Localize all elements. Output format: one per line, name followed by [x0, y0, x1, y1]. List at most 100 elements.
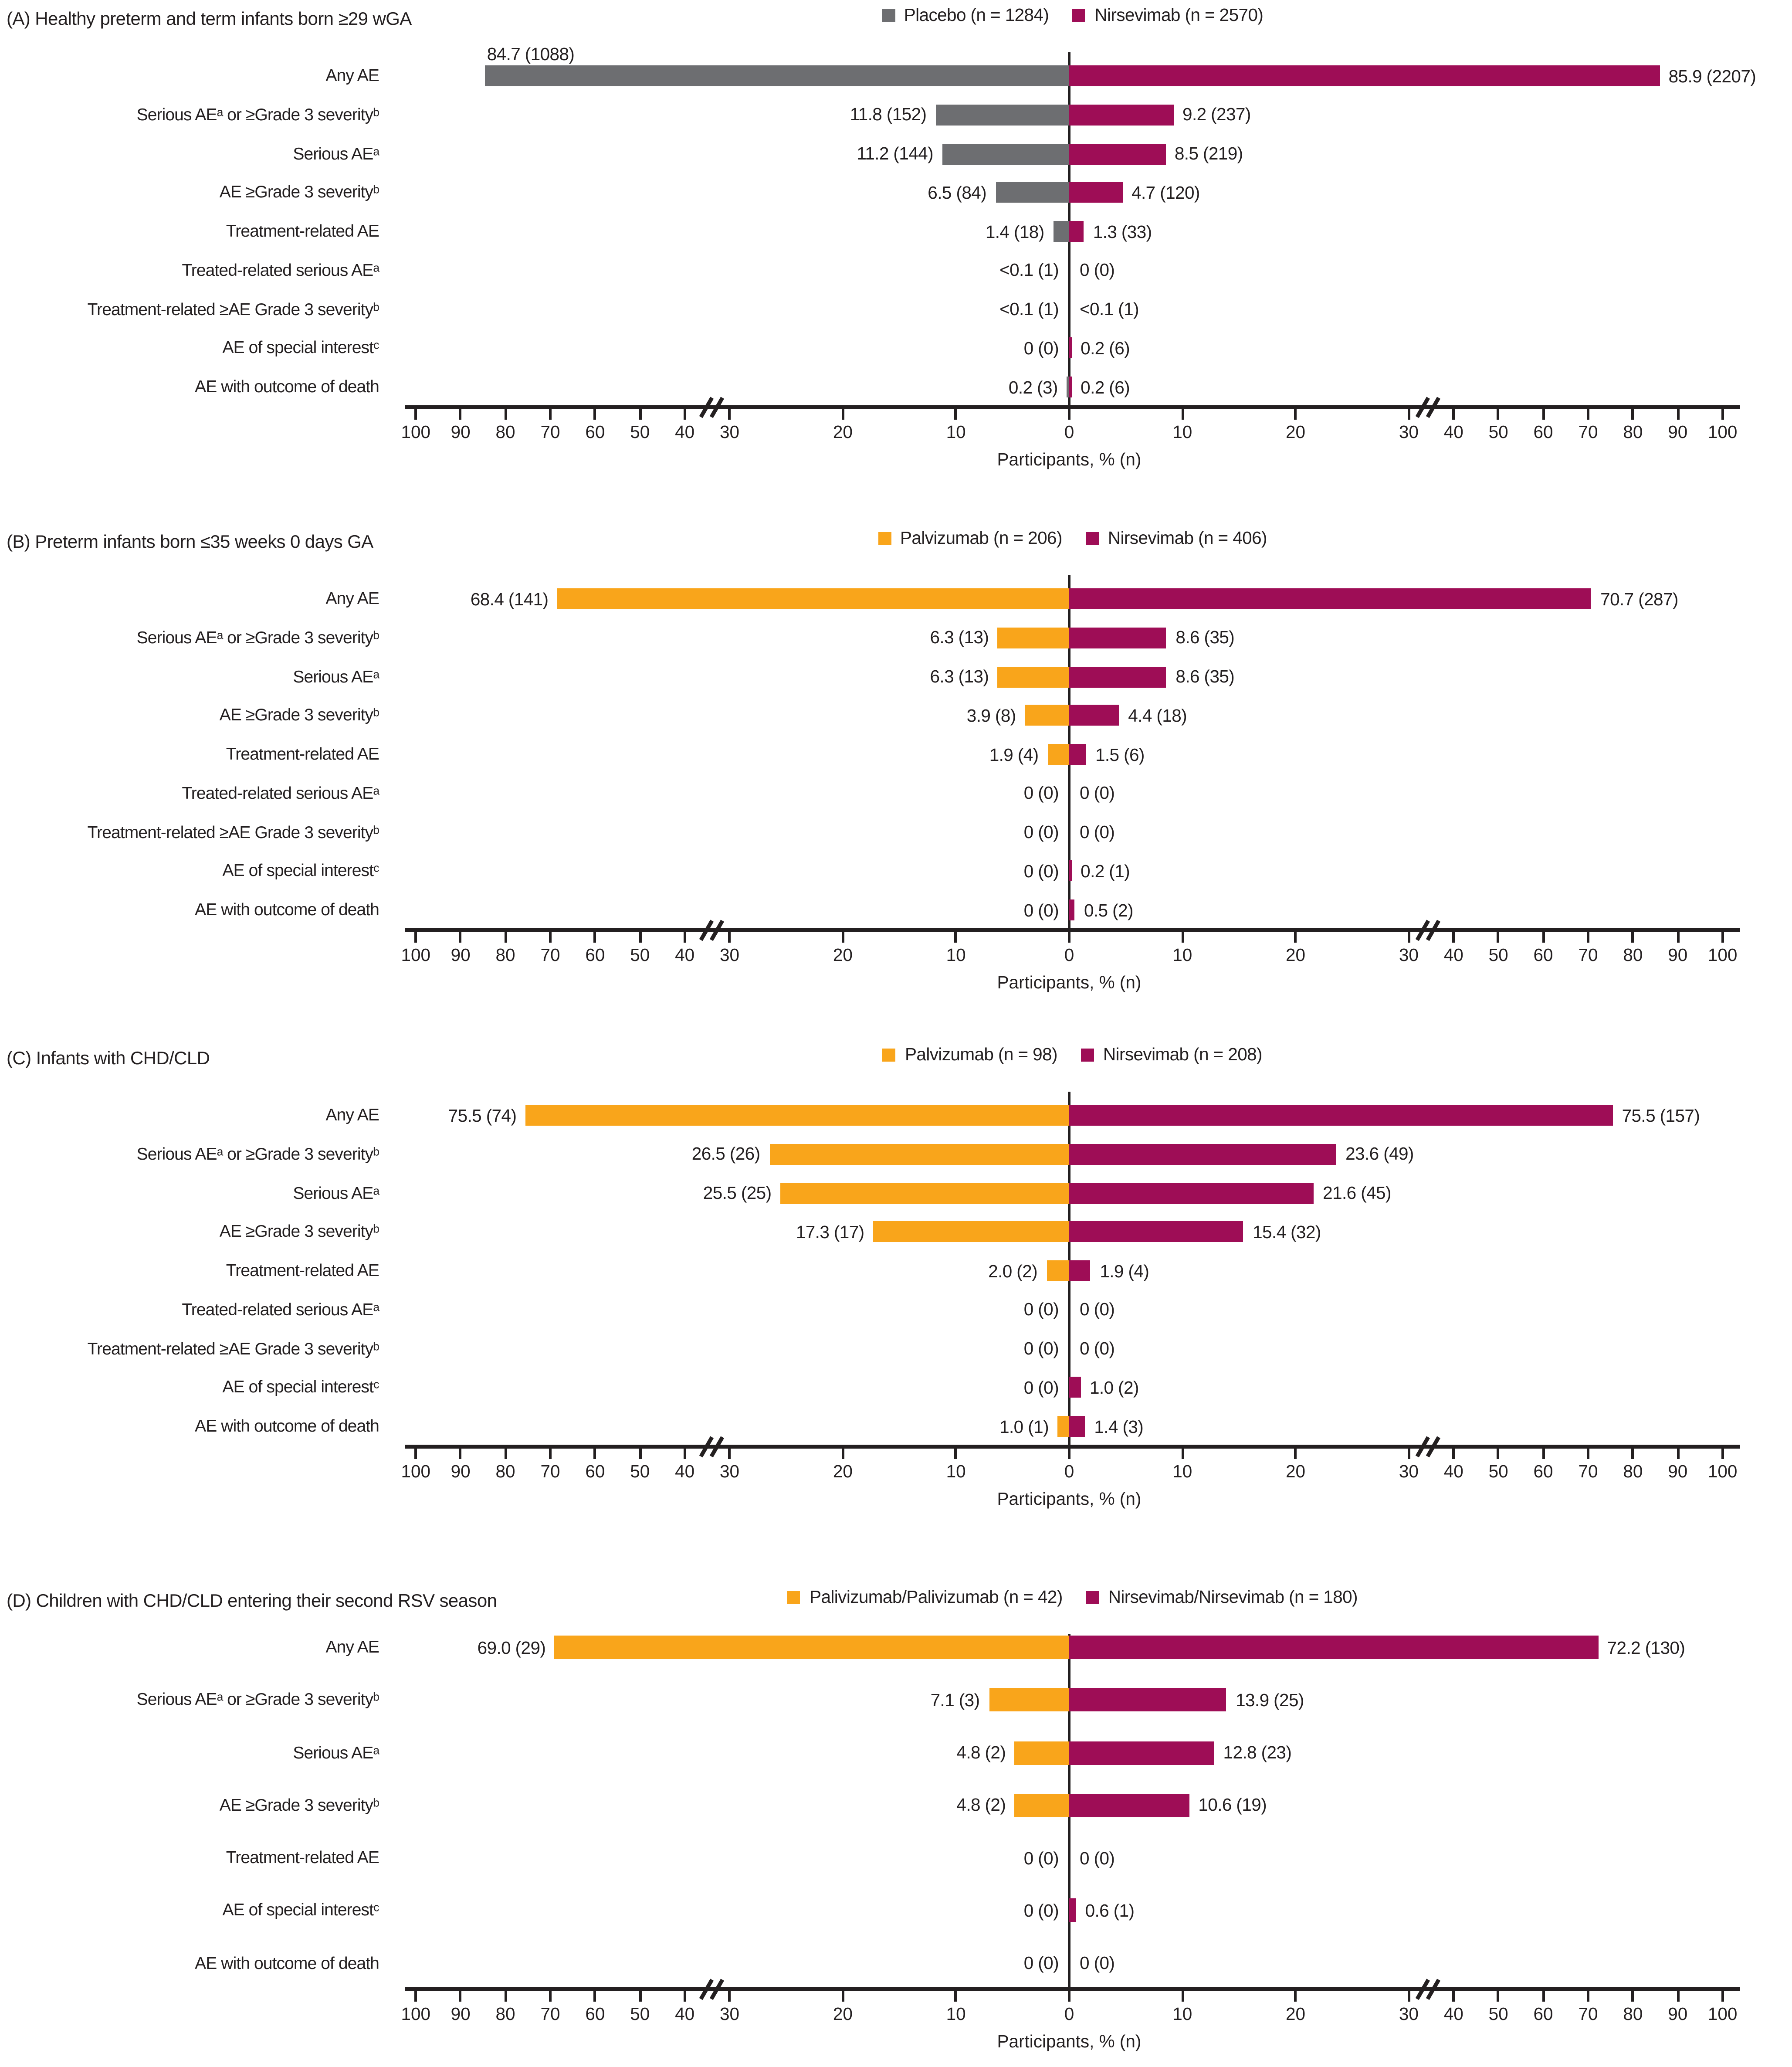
x-axis-tick-label: 20 — [1286, 2004, 1306, 2024]
x-axis-tick-label: 50 — [1488, 1462, 1508, 1481]
x-axis-tick-label: 30 — [720, 1462, 740, 1481]
x-axis-tick-label: 90 — [1668, 422, 1688, 442]
bar-value-left: 6.3 (13) — [930, 667, 989, 686]
bar-value-right: 8.6 (35) — [1175, 628, 1235, 648]
bar-value-right: 75.5 (157) — [1622, 1105, 1700, 1125]
category-label: Treatment-related ≥AE Grade 3 severityᵇ — [87, 1338, 379, 1358]
x-axis-tick — [955, 409, 958, 420]
bar-value-right: 0 (0) — [1080, 1848, 1115, 1868]
bar-left — [555, 1636, 1069, 1659]
bar-value-right: 12.8 (23) — [1223, 1743, 1292, 1762]
x-axis-tick-label: 80 — [1623, 945, 1643, 965]
bar-value-left: 1.0 (1) — [999, 1416, 1049, 1436]
category-label: Any AE — [325, 65, 379, 85]
x-axis-tick-label: 70 — [1578, 945, 1598, 965]
x-axis-tick — [1497, 1449, 1500, 1459]
bar-right — [1069, 377, 1072, 397]
legend-swatch-icon — [787, 1590, 801, 1604]
bar-value-left: 0 (0) — [1023, 900, 1059, 920]
bar-value-left: 84.7 (1088) — [487, 44, 575, 64]
legend-label: Nirsevimab (n = 208) — [1103, 1045, 1263, 1064]
x-axis-tick-label: 20 — [1286, 1462, 1306, 1481]
x-axis-line — [405, 1445, 1740, 1449]
bar-left — [1067, 377, 1069, 397]
category-label: AE of special interestᶜ — [222, 860, 379, 880]
bar-right — [1069, 104, 1174, 126]
x-axis-tick-label: 60 — [585, 422, 605, 442]
x-axis-tick — [549, 932, 552, 943]
x-axis-tick-label: 40 — [675, 2004, 695, 2024]
panel-a: (A) Healthy preterm and term infants bor… — [0, 0, 1792, 516]
bar-value-right: 72.2 (130) — [1607, 1637, 1685, 1657]
x-axis-tick — [1068, 932, 1070, 943]
x-axis-tick — [593, 932, 596, 943]
bar-value-right: 4.7 (120) — [1131, 183, 1200, 203]
x-axis-tick-label: 80 — [1623, 2004, 1643, 2024]
bar-left — [989, 1688, 1069, 1712]
x-axis-tick — [504, 409, 507, 420]
x-axis-tick-label: 80 — [1623, 422, 1643, 442]
x-axis-tick-label: 10 — [1172, 945, 1192, 965]
x-axis-tick-label: 60 — [585, 1462, 605, 1481]
x-axis-tick — [459, 1991, 462, 2002]
bar-right — [1069, 1741, 1214, 1765]
panel-d: (D) Children with CHD/CLD entering their… — [0, 1582, 1792, 2067]
bar-left — [780, 1182, 1069, 1204]
x-axis-tick — [414, 1991, 417, 2002]
x-axis-tick-label: 100 — [1707, 945, 1738, 965]
bar-value-left: 11.8 (152) — [850, 105, 927, 125]
bar-right — [1069, 705, 1119, 726]
x-axis-tick — [1452, 1449, 1455, 1459]
legend-label: Placebo (n = 1284) — [904, 5, 1049, 25]
x-axis-tick-label: 90 — [1668, 945, 1688, 965]
bar-value-right: 15.4 (32) — [1253, 1222, 1321, 1242]
x-axis-tick — [638, 1449, 641, 1459]
x-axis-tick — [1721, 932, 1724, 943]
category-label: AE of special interestᶜ — [222, 337, 379, 357]
x-axis-tick-label: 70 — [540, 1462, 560, 1481]
panel-title: (A) Healthy preterm and term infants bor… — [7, 8, 412, 29]
x-axis-tick-label: 30 — [720, 945, 740, 965]
x-axis-tick — [1068, 1449, 1070, 1459]
category-label: AE of special interestᶜ — [222, 1900, 379, 1920]
legend-label: Palvizumab (n = 206) — [900, 528, 1062, 548]
bar-value-right: 9.2 (237) — [1182, 105, 1251, 125]
panel-b: (B) Preterm infants born ≤35 weeks 0 day… — [0, 523, 1792, 1039]
x-axis-tick — [1497, 1991, 1500, 2002]
x-axis-tick — [1587, 1449, 1589, 1459]
x-axis-tick-label: 90 — [1668, 2004, 1688, 2024]
x-axis-tick — [593, 1449, 596, 1459]
bar-value-right: 85.9 (2207) — [1668, 66, 1756, 86]
bar-value-left: 0 (0) — [1023, 822, 1059, 842]
category-label: Serious AEᵃ — [293, 666, 379, 686]
bar-value-right: 0.2 (1) — [1081, 861, 1130, 881]
x-axis-tick-label: 80 — [495, 1462, 515, 1481]
bar-left — [873, 1221, 1069, 1242]
category-label: Any AE — [325, 1105, 379, 1124]
bar-value-left: 0 (0) — [1023, 1901, 1059, 1921]
bar-right — [1069, 221, 1084, 242]
category-label: Treated-related serious AEᵃ — [182, 783, 379, 803]
x-axis-tick — [1542, 932, 1545, 943]
x-axis-tick — [414, 932, 417, 943]
bar-value-left: 1.4 (18) — [985, 221, 1044, 241]
x-axis-tick — [1631, 932, 1634, 943]
legend-label: Palvizumab (n = 98) — [904, 1045, 1058, 1064]
legend-item-nirsevimab: Nirsevimab (n = 208) — [1081, 1045, 1263, 1064]
category-label: Serious AEᵃ or ≥Grade 3 severityᵇ — [136, 627, 379, 647]
x-axis-tick — [459, 932, 462, 943]
x-axis-tick-label: 90 — [451, 945, 471, 965]
x-axis-tick-label: 70 — [540, 422, 560, 442]
x-axis-tick — [1407, 1991, 1410, 2002]
legend: Palvizumab (n = 98) Nirsevimab (n = 208) — [405, 1045, 1740, 1064]
bar-value-left: <0.1 (1) — [999, 299, 1059, 319]
bar-value-left: 0 (0) — [1023, 1339, 1059, 1358]
category-label: Treated-related serious AEᵃ — [182, 260, 379, 280]
x-axis-tick-label: 10 — [946, 2004, 966, 2024]
x-axis-tick-label: 10 — [1172, 1462, 1192, 1481]
x-axis-tick — [683, 932, 686, 943]
category-label: Treatment-related AE — [226, 221, 379, 241]
bar-left — [996, 182, 1069, 203]
x-axis-tick — [1181, 932, 1184, 943]
bar-right — [1069, 1793, 1189, 1817]
